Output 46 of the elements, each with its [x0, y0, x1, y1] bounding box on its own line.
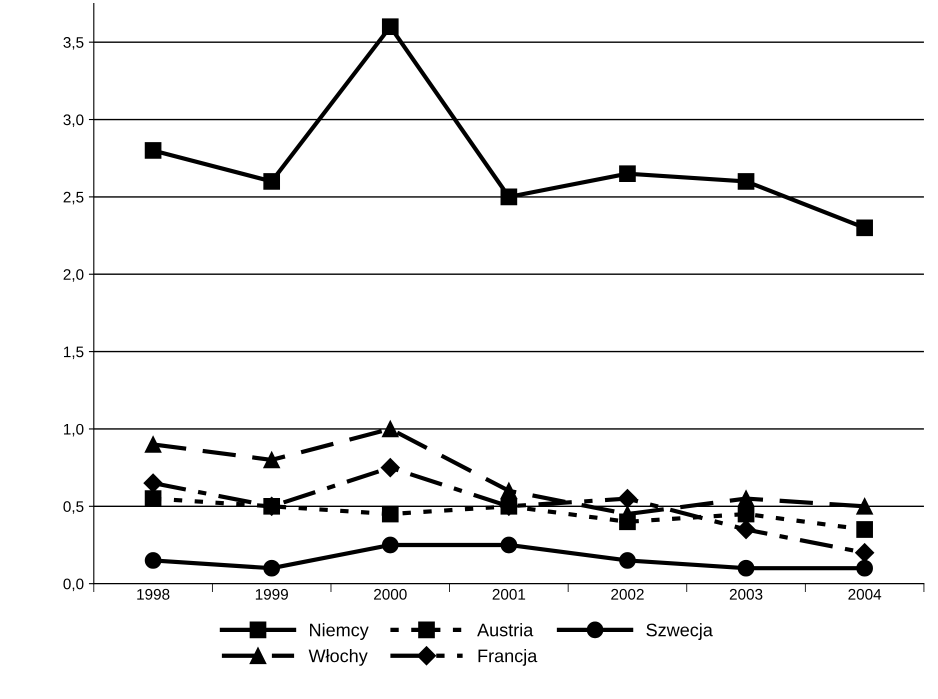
x-tick-label: 1999 — [256, 588, 288, 600]
point — [382, 18, 399, 36]
y-tick-label: 3,0 — [63, 114, 84, 128]
point — [619, 552, 636, 569]
point — [619, 513, 636, 530]
point — [500, 536, 518, 554]
point — [738, 506, 754, 522]
y-tick-label: 0,0 — [63, 578, 84, 592]
point — [382, 536, 399, 554]
point — [856, 498, 873, 515]
y-tick-label: 1,0 — [64, 424, 84, 436]
x-tick-label: 2004 — [848, 588, 882, 600]
point — [618, 489, 637, 508]
point — [619, 165, 636, 182]
x-tick-label: 2001 — [492, 588, 526, 600]
point — [263, 560, 280, 577]
point — [263, 173, 280, 190]
point — [856, 560, 873, 577]
point — [738, 560, 754, 577]
point — [382, 420, 399, 438]
legend-label: Niemcy — [310, 623, 369, 640]
legend-label: Austria — [477, 623, 534, 636]
point — [855, 543, 874, 562]
y-tick-label: 2,0 — [64, 269, 84, 282]
legend-label: Francja — [478, 648, 538, 666]
x-tick-label: 2003 — [730, 588, 762, 600]
point — [144, 142, 162, 159]
x-tick-label: 2000 — [374, 588, 407, 600]
point — [738, 173, 754, 190]
y-tick-label: 1,5 — [64, 346, 84, 360]
point — [144, 490, 162, 507]
point — [856, 521, 873, 538]
legend-label: Szwecja — [646, 623, 713, 640]
point — [144, 552, 162, 569]
legend-label: Włochy — [308, 648, 368, 666]
point — [856, 219, 873, 236]
y-tick-label: 2,5 — [64, 192, 84, 204]
point — [263, 452, 280, 468]
x-tick-label: 2002 — [611, 588, 644, 600]
x-tick-label: 1998 — [137, 588, 170, 600]
point — [382, 506, 399, 522]
y-tick-label: 0,5 — [63, 501, 84, 514]
point — [380, 458, 400, 478]
y-tick-label: 3,5 — [63, 37, 84, 50]
point — [144, 436, 162, 453]
point — [500, 188, 518, 206]
